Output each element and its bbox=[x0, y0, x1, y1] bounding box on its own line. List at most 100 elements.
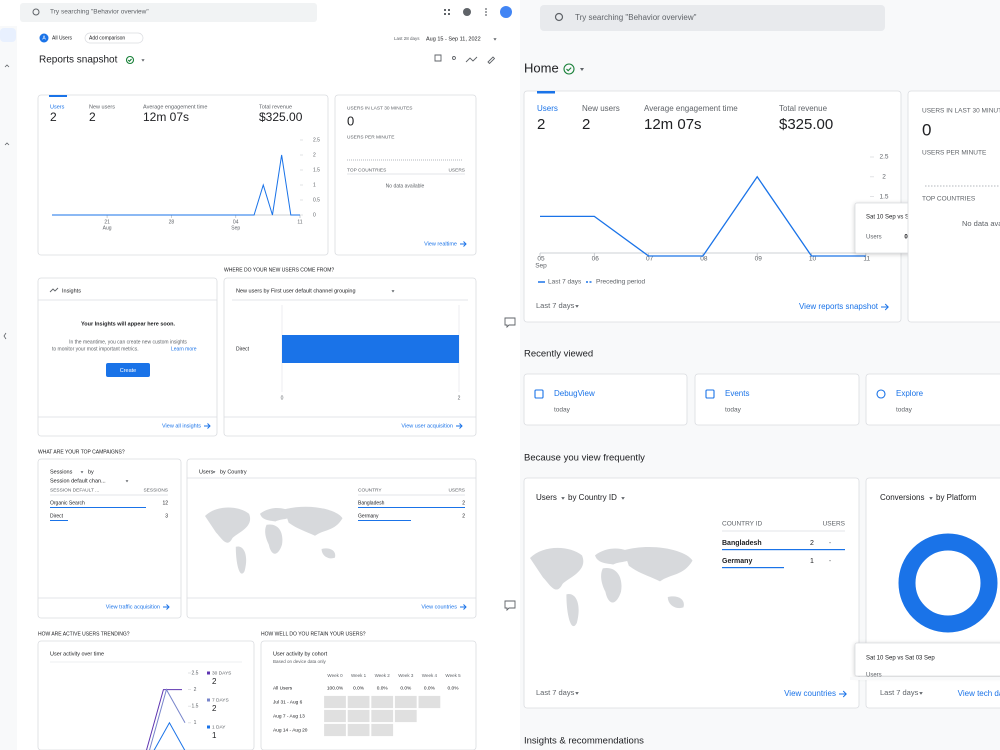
dropdown-caret[interactable] bbox=[621, 497, 625, 500]
link[interactable]: View countries bbox=[421, 604, 457, 610]
link-arrow[interactable] bbox=[456, 423, 463, 429]
search-box[interactable] bbox=[540, 5, 885, 31]
card bbox=[37, 277, 218, 437]
avatar[interactable] bbox=[500, 6, 512, 18]
shortcut-name[interactable]: Explore bbox=[896, 389, 924, 398]
link[interactable]: View tech data bbox=[958, 689, 1000, 698]
comparison-label[interactable]: Add comparison bbox=[89, 35, 125, 41]
card-subtitle: Based on device data only bbox=[273, 659, 327, 664]
link-arrow[interactable] bbox=[460, 241, 467, 247]
category-label: Direct bbox=[236, 346, 250, 352]
y-tick-label: 2.5 bbox=[879, 154, 888, 161]
cell-value: 100.0% bbox=[327, 685, 344, 691]
world-map bbox=[205, 506, 343, 574]
x-tick-label: 2 bbox=[458, 395, 461, 401]
date-label: Last 28 days bbox=[394, 36, 420, 41]
metric-selector[interactable]: Conversions bbox=[880, 493, 924, 502]
dropdown-caret[interactable] bbox=[575, 692, 579, 695]
row-label: Germany bbox=[722, 558, 752, 565]
column-header: USERS bbox=[823, 521, 846, 528]
metric-selector[interactable]: Users bbox=[536, 493, 557, 502]
row-label: Aug 7 - Aug 13 bbox=[273, 713, 305, 719]
shortcut-time: today bbox=[725, 407, 742, 414]
search-placeholder[interactable]: Try searching "Behavior overview" bbox=[50, 9, 149, 16]
metric-selector[interactable]: Users bbox=[199, 469, 214, 475]
metric-label: New users bbox=[89, 104, 115, 110]
metric-selector[interactable]: Sessions bbox=[50, 469, 73, 475]
y-tick-label: 0 bbox=[313, 212, 316, 218]
link[interactable]: View user acquisition bbox=[401, 423, 453, 429]
shortcut-name[interactable]: Events bbox=[725, 389, 749, 398]
column-header: SESSION DEFAULT ... bbox=[50, 487, 99, 493]
tooltip-metric: Users bbox=[866, 235, 882, 241]
section-title: HOW WELL DO YOU RETAIN YOUR USERS? bbox=[261, 631, 366, 637]
create-button[interactable] bbox=[106, 363, 150, 377]
link[interactable]: View traffic acquisition bbox=[106, 604, 160, 610]
section-heading: Because you view frequently bbox=[524, 453, 645, 464]
dropdown-caret[interactable] bbox=[580, 68, 584, 71]
realtime-sub: USERS PER MINUTE bbox=[347, 134, 394, 140]
dropdown-caret[interactable] bbox=[919, 692, 923, 695]
status-check bbox=[566, 67, 572, 72]
shortcut-time: today bbox=[896, 407, 913, 414]
dimension-selector[interactable]: Session default chan... bbox=[50, 478, 106, 484]
dropdown-caret[interactable] bbox=[125, 480, 129, 483]
legend-value: 2 bbox=[212, 704, 217, 713]
metric-value: 2 bbox=[50, 110, 57, 124]
cohort-cell bbox=[323, 723, 347, 737]
comparison-chip[interactable] bbox=[84, 32, 144, 44]
dimension-selector[interactable]: by Country ID bbox=[568, 493, 617, 502]
column-header: Week 1 bbox=[351, 673, 367, 678]
shortcut-icon bbox=[705, 389, 715, 399]
cohort-cell bbox=[323, 695, 347, 709]
shortcut-name[interactable]: DebugView bbox=[554, 389, 595, 398]
dropdown-caret[interactable] bbox=[80, 471, 84, 474]
title-actions[interactable] bbox=[434, 54, 496, 65]
active-tab bbox=[49, 95, 67, 97]
dropdown-caret[interactable] bbox=[141, 59, 145, 62]
dropdown-caret[interactable] bbox=[493, 38, 497, 41]
row-label: Bangladesh bbox=[358, 500, 385, 506]
section-title: WHAT ARE YOUR TOP CAMPAIGNS? bbox=[38, 449, 125, 455]
card-title[interactable]: New users by First user default channel … bbox=[236, 288, 356, 294]
search-icon bbox=[32, 8, 40, 16]
date-range[interactable]: Last 7 days bbox=[536, 688, 575, 697]
dropdown-caret[interactable] bbox=[561, 497, 565, 500]
learn-more-link[interactable]: Learn more bbox=[171, 346, 197, 352]
link-arrow[interactable] bbox=[204, 423, 211, 429]
date-range[interactable]: Last 7 days bbox=[880, 688, 919, 697]
row-underline bbox=[50, 520, 68, 521]
cohort-cell bbox=[370, 695, 394, 709]
row-value: 2 bbox=[462, 513, 465, 519]
link[interactable]: View all insights bbox=[162, 423, 201, 429]
search-placeholder[interactable]: Try searching "Behavior overview" bbox=[575, 13, 697, 22]
link-arrow[interactable] bbox=[163, 604, 170, 610]
legend-swatch bbox=[207, 725, 210, 729]
tooltip-metric: Users bbox=[866, 673, 882, 679]
dropdown-caret[interactable] bbox=[391, 290, 395, 293]
chip-label[interactable]: All Users bbox=[52, 35, 73, 41]
row-change: - bbox=[829, 558, 832, 565]
link-arrow[interactable] bbox=[881, 303, 889, 311]
row-value: 12 bbox=[162, 500, 168, 506]
link-arrow[interactable] bbox=[839, 690, 847, 698]
insights-heading: Your Insights will appear here soon. bbox=[81, 321, 175, 327]
y-tick-label: 2.5 bbox=[313, 137, 320, 143]
button-label[interactable]: Create bbox=[120, 368, 137, 374]
dropdown-caret[interactable] bbox=[929, 497, 933, 500]
dropdown-caret[interactable] bbox=[575, 305, 579, 308]
card bbox=[186, 458, 477, 619]
date-range[interactable]: Last 7 days bbox=[536, 301, 575, 310]
link[interactable]: View countries bbox=[784, 689, 836, 698]
link[interactable]: View realtime bbox=[424, 241, 457, 247]
shortcut-time: today bbox=[554, 407, 571, 414]
link-arrow[interactable] bbox=[460, 604, 467, 610]
dimension-selector[interactable]: by Platform bbox=[936, 493, 977, 502]
feedback-icons[interactable] bbox=[504, 317, 516, 612]
dropdown-caret[interactable] bbox=[212, 471, 216, 474]
link[interactable]: View reports snapshot bbox=[799, 302, 879, 311]
search-box[interactable] bbox=[20, 3, 317, 22]
date-range[interactable]: Aug 15 - Sep 11, 2022 bbox=[426, 36, 481, 42]
